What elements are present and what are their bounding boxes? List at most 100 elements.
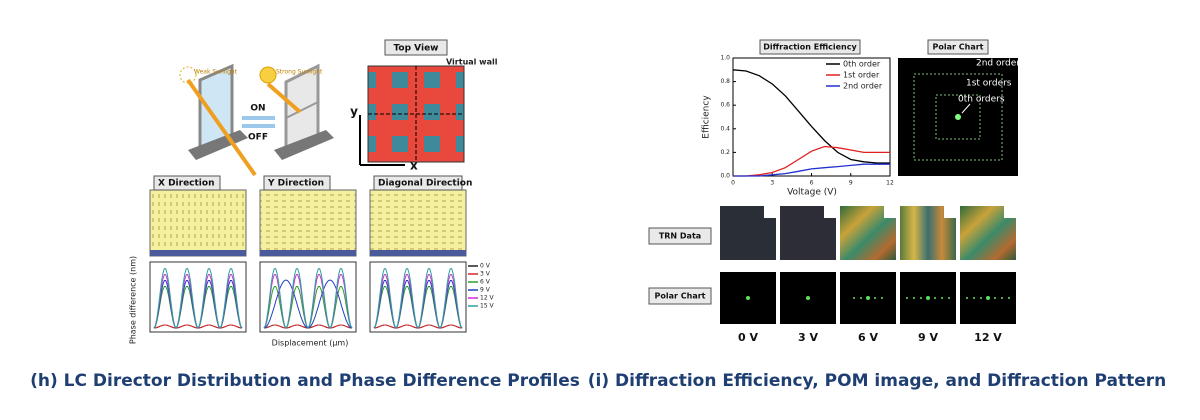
voltage-label: 6 V — [858, 331, 878, 344]
series-line — [732, 69, 890, 164]
diffraction-spot — [980, 297, 982, 299]
sun-strong-label: Strong Sunlight — [276, 69, 323, 76]
arrow — [961, 103, 971, 114]
zero-order-spot — [955, 114, 961, 120]
order-ring — [935, 94, 981, 140]
voltage-label: 0 V — [738, 331, 758, 344]
polar-label: 2nd orders — [976, 59, 1025, 69]
y-axis-label: y — [350, 105, 358, 119]
voltage-label: 3 V — [798, 331, 818, 344]
phase-curve — [263, 268, 353, 330]
x-tick-label: 0 — [731, 180, 735, 187]
panel-title: X Direction — [158, 179, 214, 189]
window-illustration — [179, 63, 334, 177]
panel-title: Y Direction — [267, 179, 324, 189]
x-tick-label: 3 — [770, 180, 774, 187]
title-box — [263, 175, 331, 191]
switch-off-label: OFF — [248, 133, 268, 143]
legend-label: 9 V — [480, 287, 491, 294]
x-axis-label: x — [410, 159, 418, 173]
annotation: Virtual wall — [446, 58, 498, 67]
x-tick-label: 9 — [849, 180, 853, 187]
legend-label: 0th order — [843, 60, 881, 69]
plot-frame — [369, 261, 467, 333]
electrode-layer — [260, 250, 356, 256]
diffraction-spot — [986, 296, 990, 300]
y-tick-label: 0.8 — [720, 78, 730, 85]
y-tick-label: 1.0 — [720, 55, 730, 62]
diffraction-spot — [881, 297, 883, 299]
polar-label: 1st orders — [966, 79, 1012, 89]
sun-weak-label: Weak Sunlight — [194, 69, 238, 76]
voltage-label: 9 V — [918, 331, 938, 344]
legend-label: 3 V — [480, 271, 491, 278]
y-tick-label: 0.4 — [720, 125, 730, 132]
series-line — [733, 163, 890, 177]
director-image — [149, 189, 247, 257]
diffraction-spot — [941, 297, 943, 299]
panel-title: Diagonal Direction — [378, 179, 472, 189]
diffraction-spot — [866, 296, 870, 300]
chart-title: Diffraction Efficiency — [763, 43, 857, 52]
legend-label: 12 V — [480, 295, 495, 302]
diffraction-spot — [853, 297, 855, 299]
diffraction-spot — [948, 297, 950, 299]
diffraction-spot — [746, 296, 750, 300]
diffraction-spot — [913, 297, 915, 299]
diffraction-spot — [1008, 297, 1010, 299]
y-tick-label: 0.6 — [720, 102, 730, 109]
director-image — [259, 189, 357, 257]
x-tick-label: 12 — [886, 180, 894, 187]
diffraction-spot — [860, 297, 862, 299]
diffraction-spot — [973, 297, 975, 299]
x-axis-label: Displacement (μm) — [272, 339, 349, 348]
polar-label: 0th orders — [958, 95, 1005, 105]
y-axis-label: Efficiency — [702, 95, 712, 139]
polar-title: Polar Chart — [933, 43, 984, 52]
y-tick-label: 0.2 — [720, 149, 730, 156]
polarizer-icon — [824, 206, 836, 218]
diffraction-spot — [920, 297, 922, 299]
phase-curve — [153, 268, 243, 330]
caption: (h) LC Director Distribution and Phase D… — [30, 371, 580, 391]
director-image — [369, 189, 467, 257]
y-tick-label: 0.0 — [720, 173, 730, 180]
switch-on-label: ON — [250, 104, 265, 114]
y-axis-label: Phase difference (nm) — [129, 256, 138, 344]
plot-frame — [732, 57, 891, 177]
row-label-box — [648, 287, 712, 305]
electrode-layer — [150, 250, 246, 256]
diffraction-spot — [906, 297, 908, 299]
diffraction-spot — [994, 297, 996, 299]
diffraction-spot — [926, 296, 930, 300]
legend-label: 15 V — [480, 303, 495, 310]
title-box — [759, 39, 861, 55]
top-view-title: Top View — [393, 44, 438, 54]
row-label: TRN Data — [659, 232, 701, 241]
plot-frame — [149, 261, 247, 333]
diffraction-spot — [966, 297, 968, 299]
legend-label: 1st order — [843, 71, 880, 80]
legend-label: 6 V — [480, 279, 491, 286]
diffraction-spot — [934, 297, 936, 299]
caption: (i) Diffraction Efficiency, POM image, a… — [588, 371, 1166, 391]
title-box — [153, 175, 221, 191]
title-box — [373, 175, 463, 191]
phase-curve — [373, 268, 463, 330]
diffraction-spot — [806, 296, 810, 300]
row-label: Polar Chart — [655, 292, 706, 301]
polarizer-icon — [884, 206, 896, 218]
voltage-label: 12 V — [974, 331, 1002, 344]
polarizer-icon — [1004, 206, 1016, 218]
title-box — [927, 39, 989, 55]
electrode-layer — [370, 250, 466, 256]
x-tick-label: 6 — [810, 180, 814, 187]
diffraction-spot — [1001, 297, 1003, 299]
diffraction-spot — [874, 297, 876, 299]
title-box — [384, 39, 448, 56]
series-line — [733, 145, 890, 177]
row-label-box — [648, 227, 712, 245]
legend-label: 0 V — [480, 263, 491, 270]
polarizer-icon — [944, 206, 956, 218]
